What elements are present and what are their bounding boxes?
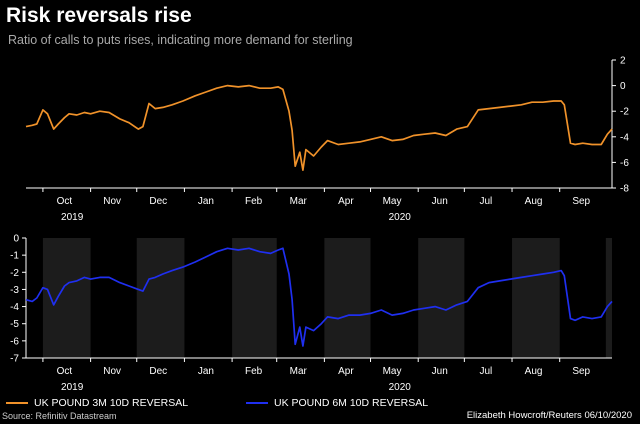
y-tick-label: 0 <box>620 81 626 92</box>
x-tick-label: Feb <box>245 366 263 377</box>
chart-title: Risk reversals rise <box>6 4 192 27</box>
x-tick-label: Sep <box>572 366 590 377</box>
x-tick-label: Feb <box>245 196 263 207</box>
x-tick-label: Nov <box>103 196 121 207</box>
source-note: Source: Refinitiv Datastream <box>2 411 117 421</box>
series-line-bottom-chart <box>25 247 613 347</box>
x-tick-label: Aug <box>525 196 543 207</box>
credit-note: Elizabeth Howcroft/Reuters 06/10/2020 <box>466 410 632 421</box>
x-tick-label: Jan <box>198 196 214 207</box>
year-label: 2019 <box>61 212 84 223</box>
y-tick-label: -1 <box>10 251 19 262</box>
y-tick-label: -3 <box>10 285 19 296</box>
legend-label-6m: UK POUND 6M 10D REVERSAL <box>274 397 429 409</box>
x-tick-label: Oct <box>57 366 73 377</box>
x-tick-label: Dec <box>149 196 167 207</box>
y-tick-label: -6 <box>620 158 629 169</box>
x-tick-label: May <box>383 196 402 207</box>
chart-subtitle: Ratio of calls to puts rises, indicating… <box>8 33 353 47</box>
legend-swatch-orange <box>6 402 28 404</box>
x-tick-label: Jul <box>479 196 492 207</box>
y-tick-label: -4 <box>10 302 19 313</box>
year-label: 2020 <box>389 212 412 223</box>
x-tick-label: Jan <box>198 366 214 377</box>
x-tick-label: Jul <box>479 366 492 377</box>
month-band-6 <box>605 238 612 358</box>
month-band-1 <box>136 238 185 358</box>
y-tick-label: -6 <box>10 336 19 347</box>
y-tick-label: -7 <box>10 354 19 365</box>
x-tick-label: Aug <box>525 366 543 377</box>
x-tick-label: Dec <box>149 366 167 377</box>
x-tick-label: Apr <box>338 196 354 207</box>
y-tick-label: -8 <box>620 184 629 195</box>
year-label: 2020 <box>389 382 412 393</box>
x-tick-label: Mar <box>290 366 308 377</box>
y-tick-label: -2 <box>10 268 19 279</box>
month-band-4 <box>418 238 465 358</box>
x-tick-label: Jun <box>432 196 448 207</box>
legend-item-6m: UK POUND 6M 10D REVERSAL <box>246 397 428 409</box>
year-label: 2019 <box>61 382 84 393</box>
month-band-5 <box>512 238 560 358</box>
x-tick-label: Oct <box>57 196 73 207</box>
month-band-2 <box>232 238 277 358</box>
x-tick-label: Apr <box>338 366 354 377</box>
x-tick-label: May <box>383 366 402 377</box>
y-tick-label: -5 <box>10 319 19 330</box>
y-tick-label: -2 <box>620 107 629 118</box>
y-tick-label: 2 <box>620 56 626 67</box>
x-tick-label: Sep <box>572 196 590 207</box>
x-tick-label: Mar <box>290 196 308 207</box>
y-tick-label: 0 <box>13 234 19 245</box>
series-line-top-chart <box>25 84 613 171</box>
y-tick-label: -4 <box>620 132 629 143</box>
x-tick-label: Jun <box>432 366 448 377</box>
legend-label-3m: UK POUND 3M 10D REVERSAL <box>34 397 189 409</box>
legend-item-3m: UK POUND 3M 10D REVERSAL <box>6 397 188 409</box>
month-band-3 <box>324 238 371 358</box>
legend-swatch-blue <box>246 402 268 404</box>
x-tick-label: Nov <box>103 366 121 377</box>
